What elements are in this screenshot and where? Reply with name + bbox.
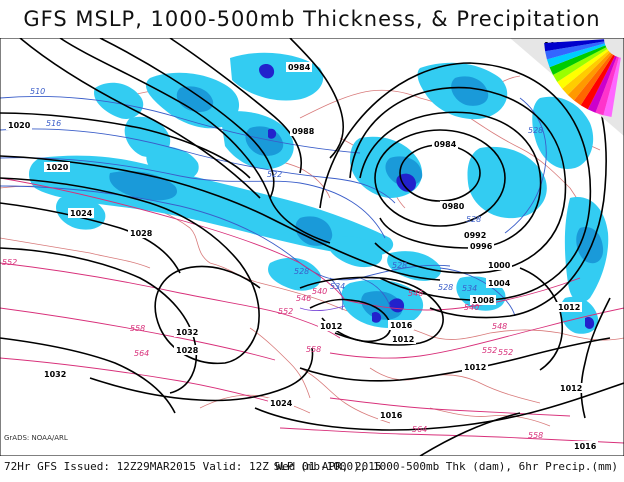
thickness-label: 564	[134, 349, 149, 358]
isobar-label-1016c: 1016	[572, 441, 598, 451]
precip-scale-swatch	[595, 56, 619, 116]
isobar-label: 1024	[70, 209, 93, 218]
precip-scale-swatch	[603, 57, 621, 118]
isobar-label: 1012	[560, 384, 582, 393]
thickness-label: 552	[2, 258, 17, 267]
isobar-label-0980: 0980	[440, 201, 466, 211]
precip-scale-swatch	[562, 50, 610, 95]
precip-scale-swatch	[546, 43, 606, 68]
isobar-label: 0992	[464, 231, 486, 240]
isobar-label-1012c: 1012	[556, 302, 582, 312]
isobar-label-1028a: 1028	[128, 228, 154, 238]
isobar-label: 1004	[488, 279, 511, 288]
thickness-label: 552	[278, 307, 293, 316]
map-title: GFS MSLP, 1000-500mb Thickness, & Precip…	[23, 7, 601, 31]
isobar-label: 1020	[46, 163, 69, 172]
isobar-label-1020a: 1020	[6, 120, 32, 130]
isobar-label-1032a: 1032	[174, 327, 200, 337]
isobar-label-0992: 0992	[462, 230, 488, 240]
isobar-label-1032b: 1032	[42, 369, 68, 379]
thickness-label: 528	[438, 283, 453, 292]
isobar-label: 1028	[130, 229, 153, 238]
isobar-label-1016b: 1016	[378, 410, 404, 420]
isobar-label-1012e: 1012	[558, 383, 584, 393]
isobar-label-1024b: 1024	[268, 398, 294, 408]
isobar-label-1008: 1008	[470, 295, 496, 305]
precip-scale-swatch	[549, 45, 607, 75]
thickness-labels: 510 516 522 528 528 528 528 534 534 528 …	[2, 87, 543, 440]
isobar-label: 1012	[392, 335, 414, 344]
precip-scale-swatch	[557, 49, 609, 89]
thickness-label: 558	[528, 431, 543, 440]
thickness-label: 564	[412, 425, 427, 434]
isobar-label: 1012	[464, 363, 486, 372]
isobar-label: 1032	[44, 370, 66, 379]
isobar-label: 0996	[470, 242, 493, 251]
thickness-label: 516	[46, 119, 61, 128]
map-footer: 72Hr GFS Issued: 12Z29MAR2015 Valid: 12Z…	[0, 456, 624, 482]
thickness-label: 528	[294, 267, 309, 276]
isobar-label: 1016	[390, 321, 413, 330]
isobar-label-0996: 0996	[468, 241, 494, 251]
isobar-label: 1008	[472, 296, 495, 305]
thickness-label: 558	[130, 324, 145, 333]
thickness-label: 540	[464, 303, 479, 312]
precip-scale-swatch	[545, 41, 605, 60]
thickness-label: 548	[492, 322, 507, 331]
thickness-label: 558	[306, 345, 321, 354]
isobar-label-0984a: 0984	[286, 62, 312, 72]
isobar-label-0988: 0988	[290, 126, 316, 136]
thickness-label: 528	[466, 215, 481, 224]
isobar-labels: 0984 0988 0984 0980 0992 0996 1000 1004 …	[6, 62, 598, 451]
precip-scale-swatch	[567, 52, 612, 101]
isobar-label-1004: 1004	[486, 278, 512, 288]
precip-scale-swatch	[580, 54, 615, 110]
isobar-label: 0984	[288, 63, 311, 72]
isobar-label: 0980	[442, 202, 465, 211]
thickness-label: 540	[312, 287, 327, 296]
isobar-label: 1012	[320, 322, 342, 331]
isobar-label-1024: 1024	[68, 208, 94, 218]
footer-run-info: 72Hr GFS Issued: 12Z29MAR2015 Valid: 12Z…	[4, 460, 382, 473]
weather-map: 0984 0988 0984 0980 0992 0996 1000 1004 …	[0, 38, 624, 456]
precip-color-scale: 100	[510, 38, 624, 136]
isobar-label-1000: 1000	[486, 260, 512, 270]
thickness-label: 552	[498, 348, 513, 357]
isobar-label-1028b: 1028	[174, 345, 200, 355]
isobar-label: 1016	[574, 442, 597, 451]
thickness-label: 534	[462, 284, 477, 293]
thickness-label: 522	[267, 170, 282, 179]
isobar-label: 1028	[176, 346, 199, 355]
precip-scale-swatch	[552, 47, 608, 83]
precip-scale-swatch	[573, 53, 614, 106]
thickness-label: 552	[482, 346, 497, 355]
isobar-label: 0984	[434, 140, 457, 149]
isobar-label-1020b: 1020	[44, 162, 70, 172]
thickness-label: 528	[392, 261, 407, 270]
precip-scale-swatch	[544, 39, 605, 52]
isobar-label: 0988	[292, 127, 315, 136]
thickness-label: 534	[330, 282, 345, 291]
isobar-label-1012b: 1012	[390, 334, 416, 344]
precip-scale-swatch	[587, 55, 617, 113]
isobar-label-1016a: 1016	[388, 320, 414, 330]
isobar-label: 1012	[558, 303, 580, 312]
isobar-label: 1024	[270, 399, 293, 408]
thickness-lines	[0, 95, 624, 444]
isobar-label: 1020	[8, 121, 31, 130]
thickness-label: 546	[408, 289, 423, 298]
isobar-label: 1016	[380, 411, 403, 420]
isobar-label-0984b: 0984	[432, 139, 458, 149]
credit-label: GrADS: NOAA/ARL	[4, 434, 68, 442]
footer-legend-info: SLP (mb-1000), 1000-500mb Thk (dam), 6hr…	[273, 460, 618, 473]
isobar-label-1012a: 1012	[318, 321, 344, 331]
thickness-label: 528	[528, 126, 543, 135]
isobar-label-1012d: 1012	[462, 362, 488, 372]
isobar-label: 1032	[176, 328, 198, 337]
thickness-label: 510	[30, 87, 45, 96]
thickness-label: 546	[296, 294, 311, 303]
isobar-label: 1000	[488, 261, 511, 270]
